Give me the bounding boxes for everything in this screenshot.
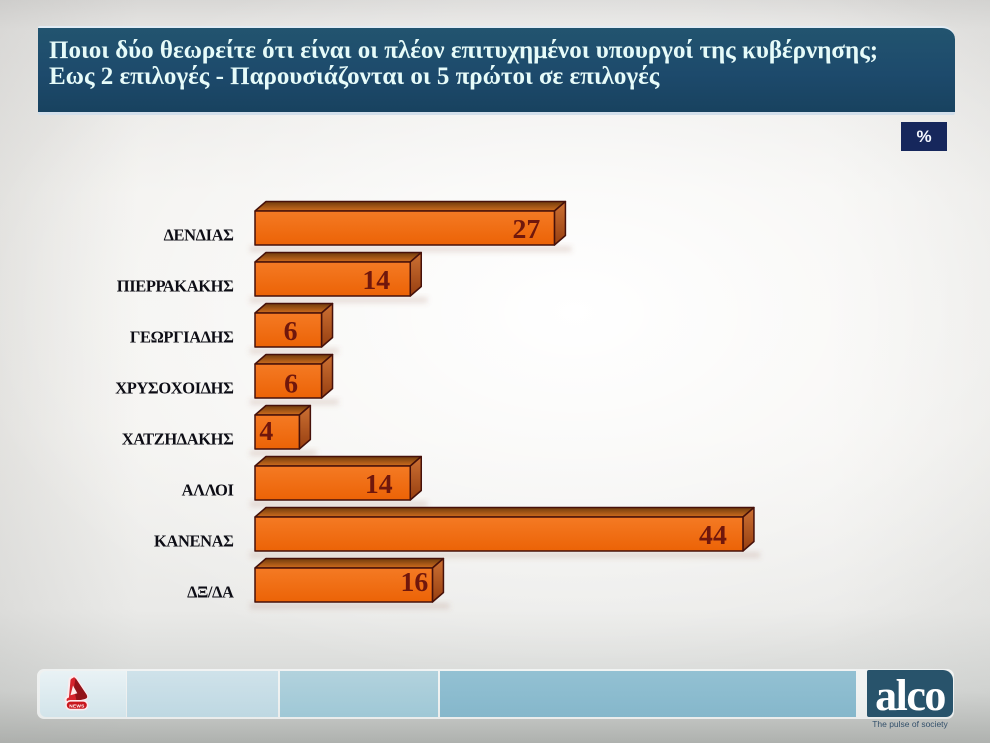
svg-text:ΔΕΝΔΙΑΣ: ΔΕΝΔΙΑΣ <box>164 226 235 245</box>
svg-text:ΚΑΝΕΝΑΣ: ΚΑΝΕΝΑΣ <box>154 532 234 551</box>
svg-text:ΠΙΕΡΡΑΚΑΚΗΣ: ΠΙΕΡΡΑΚΑΚΗΣ <box>117 277 234 296</box>
svg-text:27: 27 <box>513 214 541 245</box>
svg-text:4: 4 <box>259 416 273 447</box>
svg-text:14: 14 <box>362 265 390 296</box>
svg-text:ΓΕΩΡΓΙΑΔΗΣ: ΓΕΩΡΓΙΑΔΗΣ <box>130 328 234 347</box>
svg-text:16: 16 <box>401 567 429 598</box>
svg-text:ΧΡΥΣΟΧΟΙΔΗΣ: ΧΡΥΣΟΧΟΙΔΗΣ <box>115 379 234 398</box>
svg-text:6: 6 <box>284 316 298 347</box>
svg-text:14: 14 <box>365 469 393 500</box>
svg-text:6: 6 <box>284 369 298 400</box>
svg-text:44: 44 <box>699 520 727 551</box>
svg-text:ΔΞ/ΔΑ: ΔΞ/ΔΑ <box>187 583 234 602</box>
svg-text:ΑΛΛΟΙ: ΑΛΛΟΙ <box>182 481 234 500</box>
svg-text:NEWS: NEWS <box>69 704 85 710</box>
svg-text:ΧΑΤΖΗΔΑΚΗΣ: ΧΑΤΖΗΔΑΚΗΣ <box>122 430 234 449</box>
